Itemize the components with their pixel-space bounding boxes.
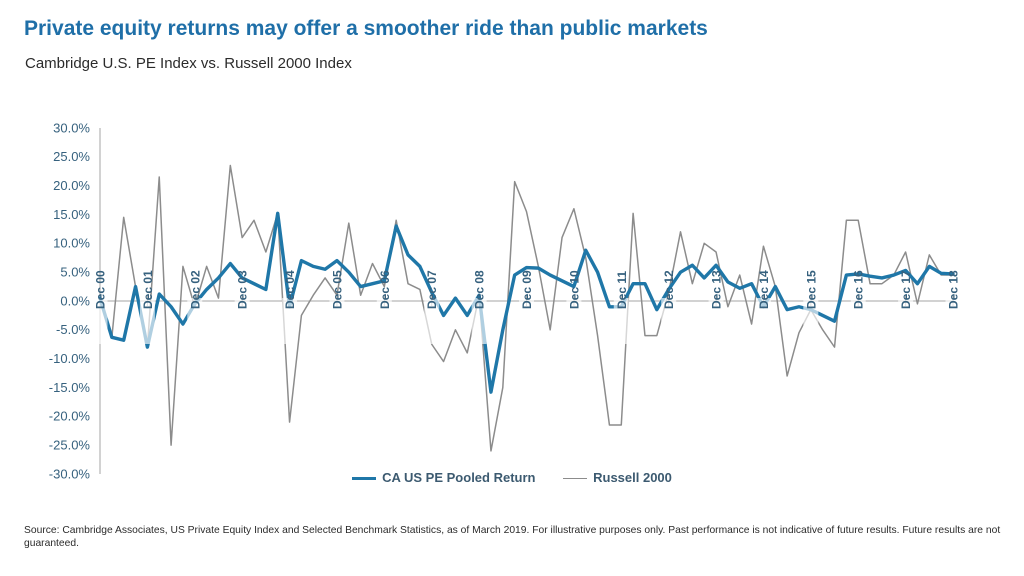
svg-text:30.0%: 30.0% — [53, 120, 90, 135]
svg-text:Dec 11: Dec 11 — [615, 271, 629, 309]
svg-text:-25.0%: -25.0% — [49, 437, 91, 452]
svg-text:Dec 17: Dec 17 — [899, 270, 913, 309]
svg-text:-15.0%: -15.0% — [49, 380, 91, 395]
svg-text:15.0%: 15.0% — [53, 207, 90, 222]
svg-text:-10.0%: -10.0% — [49, 351, 91, 366]
svg-text:Dec 01: Dec 01 — [141, 270, 155, 309]
svg-text:5.0%: 5.0% — [60, 264, 90, 279]
svg-text:Dec 05: Dec 05 — [330, 270, 344, 309]
svg-text:Dec 12: Dec 12 — [662, 270, 676, 309]
svg-text:Dec 15: Dec 15 — [804, 270, 818, 309]
svg-text:Dec 14: Dec 14 — [757, 270, 771, 309]
svg-text:Dec 00: Dec 00 — [94, 270, 108, 309]
svg-text:Dec 09: Dec 09 — [520, 270, 534, 309]
svg-text:25.0%: 25.0% — [53, 149, 90, 164]
svg-text:Dec 03: Dec 03 — [236, 270, 250, 309]
svg-text:Dec 16: Dec 16 — [852, 270, 866, 309]
svg-text:Dec 18: Dec 18 — [947, 270, 961, 309]
svg-text:Dec 07: Dec 07 — [425, 270, 439, 309]
svg-text:Dec 06: Dec 06 — [378, 270, 392, 309]
svg-text:20.0%: 20.0% — [53, 178, 90, 193]
svg-text:Dec 02: Dec 02 — [188, 270, 202, 309]
svg-text:Dec 08: Dec 08 — [473, 270, 487, 309]
svg-text:10.0%: 10.0% — [53, 236, 90, 251]
svg-text:-20.0%: -20.0% — [49, 409, 91, 424]
svg-text:0.0%: 0.0% — [60, 293, 90, 308]
svg-text:-5.0%: -5.0% — [56, 322, 90, 337]
svg-text:Dec 04: Dec 04 — [283, 270, 297, 309]
svg-text:Dec 10: Dec 10 — [567, 270, 581, 309]
svg-text:Dec 13: Dec 13 — [710, 270, 724, 309]
